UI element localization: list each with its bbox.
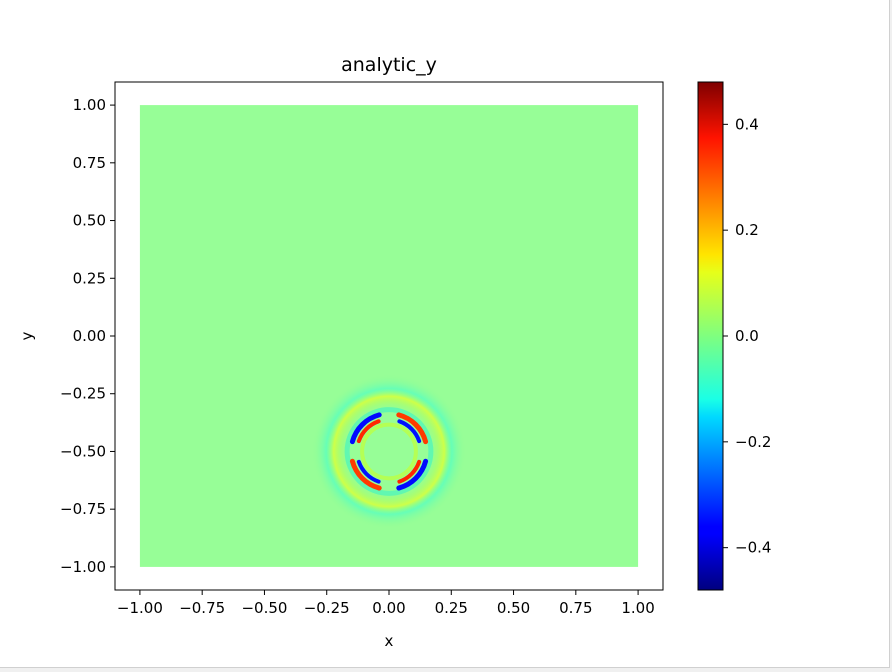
ring-inner-band	[360, 422, 418, 481]
y-tick-label: −1.00	[60, 558, 106, 576]
ring-arc-inner-upper-right	[397, 419, 422, 444]
x-tick-label: 1.00	[621, 599, 654, 617]
x-axis-label: x	[385, 632, 394, 650]
ring-arc-inner-lower-left	[356, 459, 381, 484]
x-tick-label: 0.50	[497, 599, 530, 617]
y-tick-label: 0.75	[73, 154, 106, 172]
ring-outer-band	[344, 407, 434, 496]
ring-halo	[312, 374, 466, 529]
colorbar-tick-label: 0.2	[735, 221, 759, 239]
x-tick-label: −0.25	[304, 599, 350, 617]
x-tick-label: −1.00	[117, 599, 163, 617]
colorbar-tick-label: 0.4	[735, 115, 759, 133]
colorbar-tick-label: −0.4	[735, 539, 771, 557]
x-tick-label: −0.50	[241, 599, 287, 617]
colorbar-tick-label: −0.2	[735, 433, 771, 451]
ring-arc-outer-upper-left	[349, 412, 382, 445]
ring-arc-outer-lower-right	[396, 458, 429, 491]
plot-area: −1.00 −0.75 −0.50 −0.25 0.00 0.25 0.50 0.75 1.00…	[60, 81, 664, 617]
y-tick-label: −0.75	[60, 500, 106, 518]
y-axis: 1.00 0.75 0.50 0.25 0.00 −0.25 −0.50 −0.75 −1.00	[60, 96, 115, 576]
y-tick-label: 0.50	[73, 212, 106, 230]
ring-arc-inner-upper-left	[356, 419, 381, 444]
chart-title: analytic_y	[341, 54, 437, 76]
x-axis: −1.00 −0.75 −0.50 −0.25 0.00 0.25 0.50 0.75 1.00	[117, 590, 655, 617]
y-tick-label: −0.50	[60, 442, 106, 460]
y-tick-label: 1.00	[73, 96, 106, 114]
colorbar: 0.4 0.2 0.0 −0.2 −0.4	[697, 81, 771, 591]
colorbar-gradient	[698, 82, 723, 590]
ring-arc-inner-lower-right	[397, 459, 422, 484]
y-tick-label: −0.25	[60, 385, 106, 403]
ring-feature	[312, 374, 466, 529]
x-tick-label: 0.00	[372, 599, 405, 617]
ring-arc-outer-lower-left	[349, 458, 382, 491]
ring-arc-outer-upper-right	[396, 412, 429, 445]
x-tick-label: 0.25	[435, 599, 468, 617]
y-tick-label: 0.00	[73, 327, 106, 345]
y-tick-label: 0.25	[73, 269, 106, 287]
x-tick-label: −0.75	[179, 599, 225, 617]
x-tick-label: 0.75	[559, 599, 592, 617]
colorbar-tick-label: 0.0	[735, 327, 759, 345]
y-axis-label: y	[18, 331, 36, 340]
colorbar-ticks: 0.4 0.2 0.0 −0.2 −0.4	[723, 115, 771, 557]
